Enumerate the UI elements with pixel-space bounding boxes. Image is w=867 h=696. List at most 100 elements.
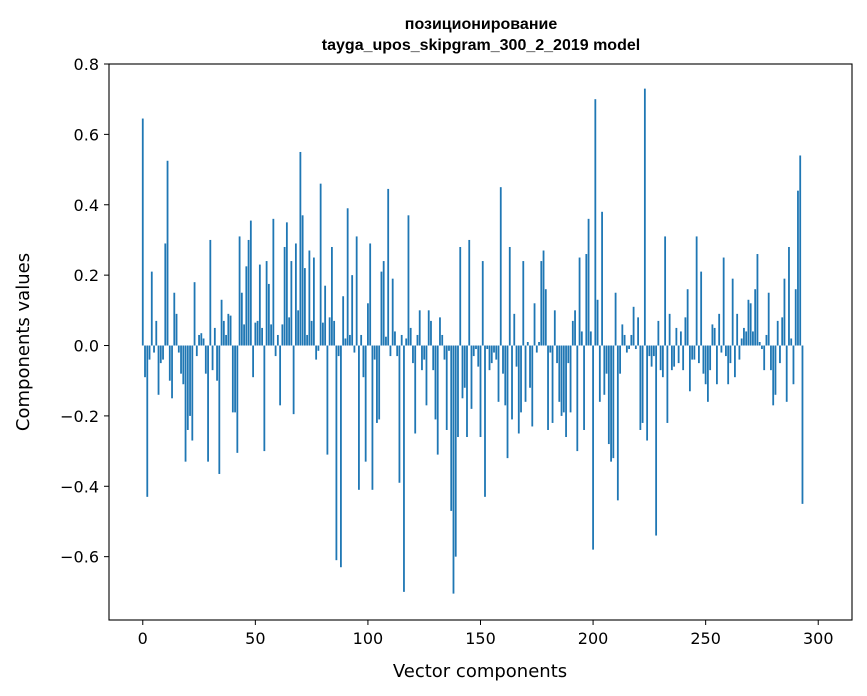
bar-164: [511, 345, 513, 420]
bar-59: [274, 345, 277, 357]
x-tick-label: 0: [138, 629, 148, 648]
bar-45: [243, 324, 245, 346]
bar-131: [436, 345, 439, 455]
x-ticks-group: 0 50 100 150 200 250 300: [138, 620, 834, 648]
y-tick-label: 0.6: [74, 125, 99, 144]
bar-254: [713, 327, 716, 346]
bar-142: [461, 345, 464, 399]
bar-258: [722, 257, 725, 346]
bar-292: [799, 155, 802, 346]
bar-241: [684, 317, 687, 346]
bar-167: [517, 345, 520, 434]
bar-196: [583, 345, 585, 430]
bar-230: [659, 345, 662, 371]
bar-137: [450, 345, 453, 511]
bar-84: [331, 246, 333, 346]
bar-86: [335, 345, 338, 561]
bar-125: [423, 345, 426, 360]
bar-126: [425, 345, 428, 406]
bar-201: [594, 99, 597, 346]
bar-161: [504, 345, 507, 406]
bar-260: [727, 345, 730, 385]
bar-157: [495, 345, 498, 360]
bar-290: [794, 289, 797, 346]
bar-250: [704, 345, 707, 385]
bar-217: [630, 334, 633, 346]
bar-22: [191, 345, 194, 441]
bar-149: [477, 345, 480, 367]
y-axis-label: Components values: [13, 253, 34, 431]
bar-55: [265, 261, 268, 346]
bar-57: [270, 324, 273, 346]
bar-276: [763, 345, 766, 371]
bar-35: [220, 299, 223, 346]
bar-285: [783, 278, 786, 346]
bar-140: [457, 345, 459, 438]
bar-95: [355, 236, 358, 346]
bar-249: [702, 345, 705, 374]
bar-190: [569, 345, 572, 413]
bar-283: [779, 345, 781, 364]
bar-30: [209, 239, 212, 346]
bar-97: [360, 334, 363, 346]
bar-24: [195, 345, 198, 357]
bar-19: [184, 345, 187, 462]
bar-115: [400, 334, 403, 346]
bar-222: [641, 345, 644, 423]
bar-156: [493, 345, 495, 353]
bar-227: [652, 345, 655, 357]
bar-67: [292, 345, 295, 415]
bar-135: [445, 345, 448, 430]
bar-263: [734, 345, 736, 378]
bar-119: [409, 327, 412, 346]
bar-166: [515, 345, 518, 367]
bar-9: [162, 345, 164, 360]
bar-38: [227, 313, 230, 346]
bar-75: [310, 320, 313, 346]
bar-54: [263, 345, 266, 452]
bar-61: [279, 345, 282, 406]
bar-163: [508, 246, 511, 346]
bar-231: [661, 345, 664, 378]
bar-268: [745, 331, 748, 346]
bar-133: [441, 334, 444, 346]
bar-280: [772, 345, 775, 406]
bar-144: [466, 345, 468, 438]
bar-23: [193, 282, 196, 346]
bar-162: [506, 345, 509, 459]
bar-191: [571, 320, 574, 346]
bar-180: [547, 345, 549, 430]
bar-182: [551, 345, 554, 423]
bar-13: [171, 345, 173, 399]
bar-44: [240, 292, 243, 346]
bar-81: [324, 285, 327, 346]
bar-105: [378, 345, 381, 420]
y-tick-label: 0.4: [74, 196, 99, 215]
bar-18: [182, 345, 185, 385]
bar-62: [281, 324, 284, 346]
bar-251: [707, 345, 709, 402]
bar-10: [164, 243, 167, 346]
bar-202: [596, 299, 599, 346]
bar-1: [144, 345, 146, 378]
bar-187: [562, 345, 565, 413]
bar-218: [632, 306, 635, 346]
bar-152: [484, 345, 486, 497]
bar-174: [533, 303, 536, 346]
bar-279: [770, 345, 772, 371]
bar-244: [691, 345, 694, 360]
bar-49: [252, 345, 254, 378]
bar-64: [285, 222, 288, 346]
bar-211: [616, 345, 619, 501]
bar-193: [576, 345, 579, 452]
bar-192: [574, 310, 576, 346]
bar-153: [486, 345, 489, 350]
bar-110: [389, 345, 392, 357]
bar-34: [218, 345, 221, 474]
bar-26: [200, 333, 203, 346]
bar-186: [560, 345, 563, 416]
y-tick-label: −0.2: [60, 407, 99, 426]
bar-184: [556, 345, 558, 364]
bar-215: [625, 345, 628, 353]
bar-256: [718, 313, 721, 346]
